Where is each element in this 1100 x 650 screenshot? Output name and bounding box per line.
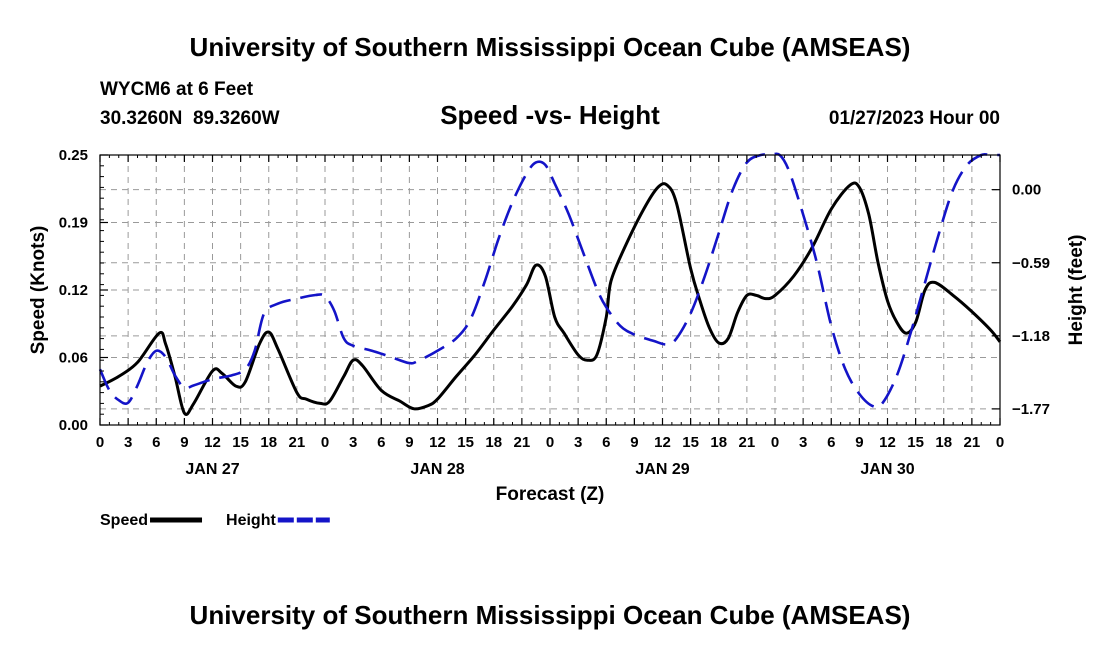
y-tick-label-left: 0.06 [59, 350, 88, 367]
station-label: WYCM6 at 6 Feet [100, 79, 254, 100]
x-tick-label: 6 [377, 434, 385, 451]
x-tick-label: 3 [124, 434, 132, 451]
x-tick-label: 6 [152, 434, 160, 451]
x-tick-label: 15 [907, 434, 924, 451]
x-tick-label: 15 [682, 434, 699, 451]
x-tick-label: 18 [485, 434, 502, 451]
x-tick-label: 6 [827, 434, 835, 451]
y-tick-label-left: 0.19 [59, 215, 88, 232]
series-layer [98, 152, 1002, 416]
x-tick-label: 21 [739, 434, 756, 451]
y-tick-label-left: 0.00 [59, 417, 88, 434]
series-line-height [98, 152, 1000, 409]
x-tick-label: 21 [289, 434, 306, 451]
x-tick-label: 0 [96, 434, 104, 451]
day-label: JAN 30 [860, 461, 914, 478]
x-tick-label: 3 [574, 434, 582, 451]
x-tick-label: 21 [514, 434, 531, 451]
coordinates-label: 30.3260N 89.3260W [100, 108, 280, 129]
x-tick-label: 9 [405, 434, 413, 451]
x-tick-label: 0 [771, 434, 779, 451]
legend-label-speed: Speed [100, 512, 148, 529]
grid [100, 155, 1000, 425]
y-tick-label-right: −1.18 [1012, 328, 1050, 345]
x-tick-label: 18 [260, 434, 277, 451]
x-tick-label: 18 [935, 434, 952, 451]
x-tick-label: 18 [710, 434, 727, 451]
x-tick-label: 15 [457, 434, 474, 451]
x-tick-label: 3 [799, 434, 807, 451]
day-label: JAN 28 [410, 461, 464, 478]
footer-title: University of Southern Mississippi Ocean… [190, 600, 911, 630]
x-tick-label: 21 [964, 434, 981, 451]
day-label: JAN 27 [185, 461, 239, 478]
x-tick-label: 3 [349, 434, 357, 451]
x-tick-label: 12 [204, 434, 221, 451]
x-tick-label: 0 [996, 434, 1004, 451]
series-line-speed [99, 181, 1002, 416]
y-axis-left-label: Speed (Knots) [28, 226, 49, 355]
day-label: JAN 29 [635, 461, 689, 478]
y-tick-label-right: 0.00 [1012, 182, 1041, 199]
chart-title: University of Southern Mississippi Ocean… [190, 32, 911, 62]
x-tick-label: 9 [180, 434, 188, 451]
x-tick-label: 12 [654, 434, 671, 451]
x-tick-label: 12 [429, 434, 446, 451]
x-tick-label: 6 [602, 434, 610, 451]
y-tick-label-right: −1.77 [1012, 401, 1050, 418]
legend: Speed Height [100, 512, 330, 529]
x-tick-label: 12 [879, 434, 896, 451]
chart-subtitle: Speed -vs- Height [440, 100, 660, 130]
x-tick-label: 0 [321, 434, 329, 451]
x-tick-label: 9 [630, 434, 638, 451]
x-tick-label: 15 [232, 434, 249, 451]
legend-label-height: Height [226, 512, 276, 529]
y-tick-label-left: 0.12 [59, 282, 88, 299]
y-tick-label-right: −0.59 [1012, 255, 1050, 272]
y-axis-right-label: Height (feet) [1066, 235, 1087, 346]
y-tick-label-left: 0.25 [59, 147, 88, 164]
x-tick-label: 0 [546, 434, 554, 451]
datetime-label: 01/27/2023 Hour 00 [829, 108, 1000, 129]
axes: 0 3 6 9 12 15 18 21 0 3 6 9 12 15 18 21 0 3 6 9 12 15 18 21 0 3 6 9… [59, 147, 1050, 478]
x-tick-label: 9 [855, 434, 863, 451]
x-axis-label: Forecast (Z) [496, 484, 605, 505]
